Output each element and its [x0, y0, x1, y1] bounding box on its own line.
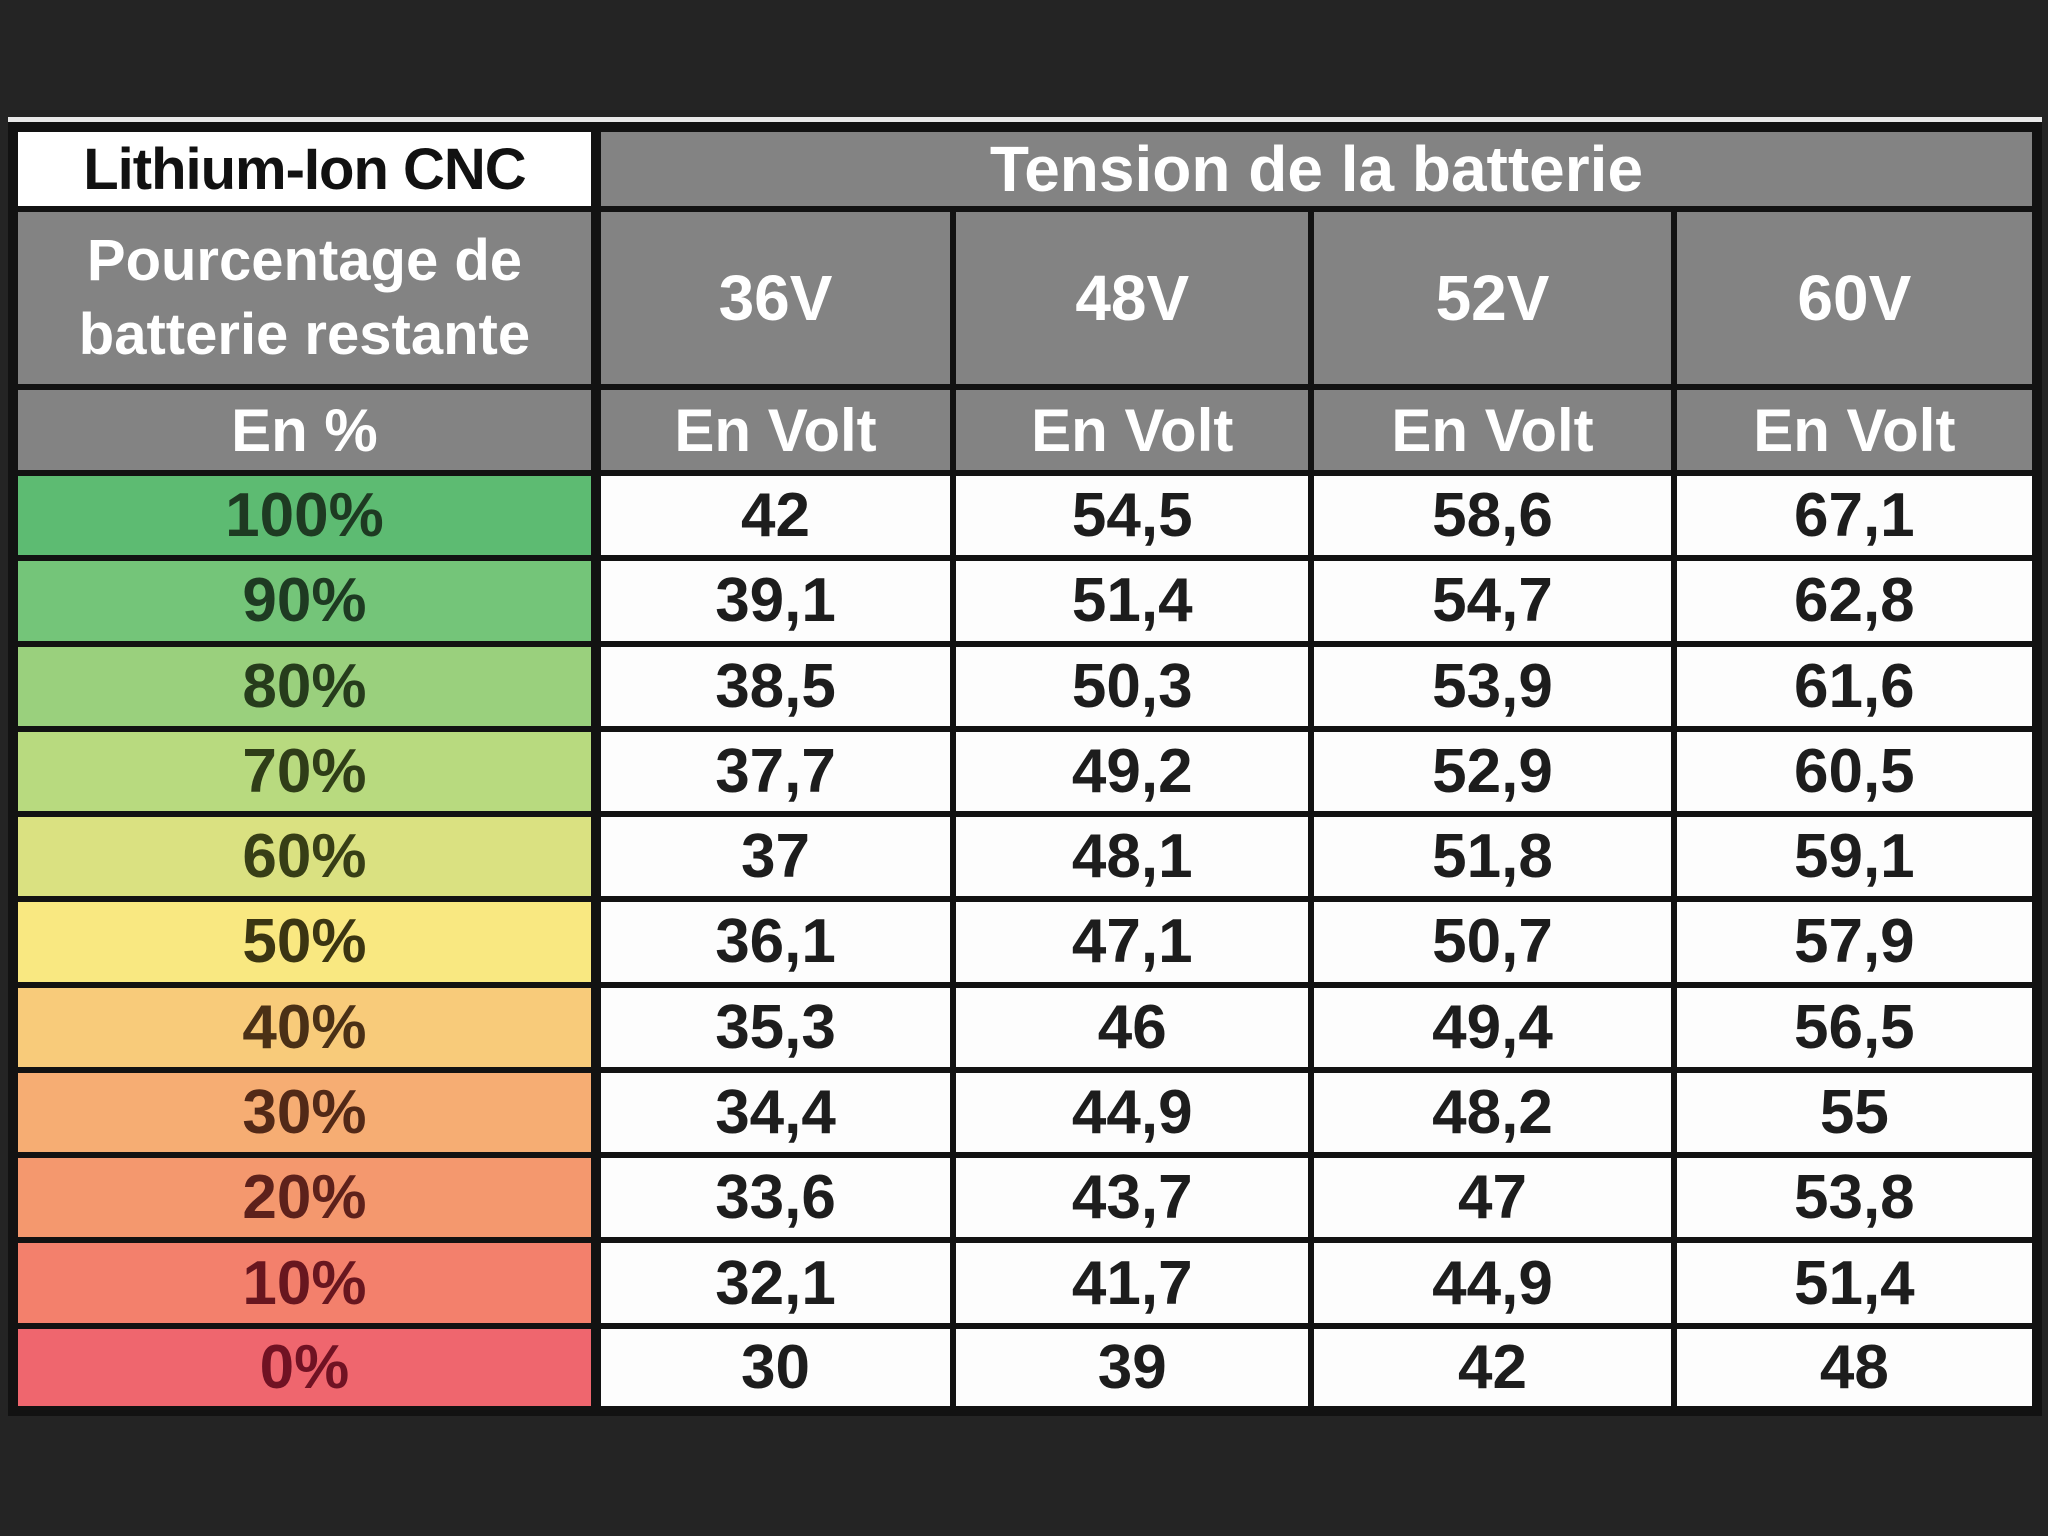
percent-cell: 100%: [10, 469, 601, 562]
group-header-cell: Tension de la batterie: [592, 124, 2041, 212]
voltage-value-cell: 55: [1670, 1066, 2041, 1159]
voltage-value-cell: 57,9: [1670, 896, 2041, 988]
unit-header-cell: En Volt: [1670, 384, 2041, 476]
percent-cell: 90%: [10, 555, 601, 647]
table-row: 50% 36,1 47,1 50,7 57,9: [10, 896, 2041, 988]
voltage-value-cell: 39: [950, 1322, 1315, 1415]
unit-header-cell: En Volt: [1308, 384, 1677, 476]
percent-cell: 20%: [10, 1152, 601, 1244]
voltage-value-cell: 36,1: [592, 896, 957, 988]
unit-header-row: En % En Volt En Volt En Volt En Volt: [10, 384, 2041, 476]
table-row: 100% 42 54,5 58,6 67,1: [10, 469, 2041, 562]
voltage-value-cell: 51,8: [1308, 811, 1677, 903]
voltage-value-cell: 49,2: [950, 725, 1315, 818]
voltage-header-row: Pourcentage de batterie restante 36V 48V…: [10, 206, 2041, 390]
voltage-value-cell: 50,7: [1308, 896, 1677, 988]
voltage-value-cell: 44,9: [950, 1066, 1315, 1159]
percent-header-cell: En %: [10, 384, 601, 476]
voltage-value-cell: 50,3: [950, 640, 1315, 732]
percent-cell: 10%: [10, 1237, 601, 1329]
voltage-value-cell: 34,4: [592, 1066, 957, 1159]
spreadsheet-sheet: Lithium-Ion CNC Tension de la batterie P…: [8, 122, 2042, 1416]
percent-cell: 80%: [10, 640, 601, 732]
voltage-value-cell: 49,4: [1308, 981, 1677, 1073]
voltage-value-cell: 59,1: [1670, 811, 2041, 903]
voltage-header-cell-36v: 36V: [592, 206, 957, 390]
voltage-value-cell: 37,7: [592, 725, 957, 818]
percent-cell: 40%: [10, 981, 601, 1073]
title-row: Lithium-Ion CNC Tension de la batterie: [10, 124, 2041, 212]
voltage-value-cell: 48,2: [1308, 1066, 1677, 1159]
voltage-value-cell: 48,1: [950, 811, 1315, 903]
voltage-value-cell: 32,1: [592, 1237, 957, 1329]
voltage-value-cell: 44,9: [1308, 1237, 1677, 1329]
voltage-value-cell: 53,9: [1308, 640, 1677, 732]
voltage-value-cell: 30: [592, 1322, 957, 1415]
table-row: 40% 35,3 46 49,4 56,5: [10, 981, 2041, 1073]
voltage-value-cell: 67,1: [1670, 469, 2041, 562]
table-row: 70% 37,7 49,2 52,9 60,5: [10, 725, 2041, 818]
percent-cell: 0%: [10, 1322, 601, 1415]
percent-cell: 70%: [10, 725, 601, 818]
table-row: 30% 34,4 44,9 48,2 55: [10, 1066, 2041, 1159]
table-row: 10% 32,1 41,7 44,9 51,4: [10, 1237, 2041, 1329]
voltage-header-cell-48v: 48V: [950, 206, 1315, 390]
table-row: 60% 37 48,1 51,8 59,1: [10, 811, 2041, 903]
voltage-value-cell: 43,7: [950, 1152, 1315, 1244]
percent-cell: 50%: [10, 896, 601, 988]
voltage-value-cell: 62,8: [1670, 555, 2041, 647]
voltage-header-cell-52v: 52V: [1308, 206, 1677, 390]
voltage-value-cell: 61,6: [1670, 640, 2041, 732]
voltage-value-cell: 41,7: [950, 1237, 1315, 1329]
voltage-value-cell: 58,6: [1308, 469, 1677, 562]
voltage-value-cell: 56,5: [1670, 981, 2041, 1073]
voltage-value-cell: 33,6: [592, 1152, 957, 1244]
voltage-header-cell-60v: 60V: [1670, 206, 2041, 390]
voltage-value-cell: 54,7: [1308, 555, 1677, 647]
battery-voltage-table: Lithium-Ion CNC Tension de la batterie P…: [8, 122, 2042, 1416]
table-row: 80% 38,5 50,3 53,9 61,6: [10, 640, 2041, 732]
voltage-value-cell: 53,8: [1670, 1152, 2041, 1244]
percent-cell: 60%: [10, 811, 601, 903]
voltage-value-cell: 37: [592, 811, 957, 903]
percent-cell: 30%: [10, 1066, 601, 1159]
voltage-value-cell: 42: [1308, 1322, 1677, 1415]
voltage-value-cell: 48: [1670, 1322, 2041, 1415]
unit-header-cell: En Volt: [950, 384, 1315, 476]
table-row: 90% 39,1 51,4 54,7 62,8: [10, 555, 2041, 647]
corner-cell-title: Lithium-Ion CNC: [10, 124, 601, 212]
unit-header-cell: En Volt: [592, 384, 957, 476]
voltage-value-cell: 38,5: [592, 640, 957, 732]
voltage-value-cell: 35,3: [592, 981, 957, 1073]
voltage-value-cell: 46: [950, 981, 1315, 1073]
row-header-title-cell: Pourcentage de batterie restante: [10, 206, 601, 390]
voltage-value-cell: 60,5: [1670, 725, 2041, 818]
voltage-value-cell: 54,5: [950, 469, 1315, 562]
table-body: 100% 42 54,5 58,6 67,1 90% 39,1 51,4 54,7 62,8 80%…: [10, 469, 2041, 1415]
table-row: 0% 30 39 42 48: [10, 1322, 2041, 1415]
voltage-value-cell: 39,1: [592, 555, 957, 647]
voltage-value-cell: 47: [1308, 1152, 1677, 1244]
voltage-value-cell: 42: [592, 469, 957, 562]
voltage-value-cell: 52,9: [1308, 725, 1677, 818]
voltage-value-cell: 51,4: [950, 555, 1315, 647]
voltage-value-cell: 47,1: [950, 896, 1315, 988]
voltage-value-cell: 51,4: [1670, 1237, 2041, 1329]
table-row: 20% 33,6 43,7 47 53,8: [10, 1152, 2041, 1244]
